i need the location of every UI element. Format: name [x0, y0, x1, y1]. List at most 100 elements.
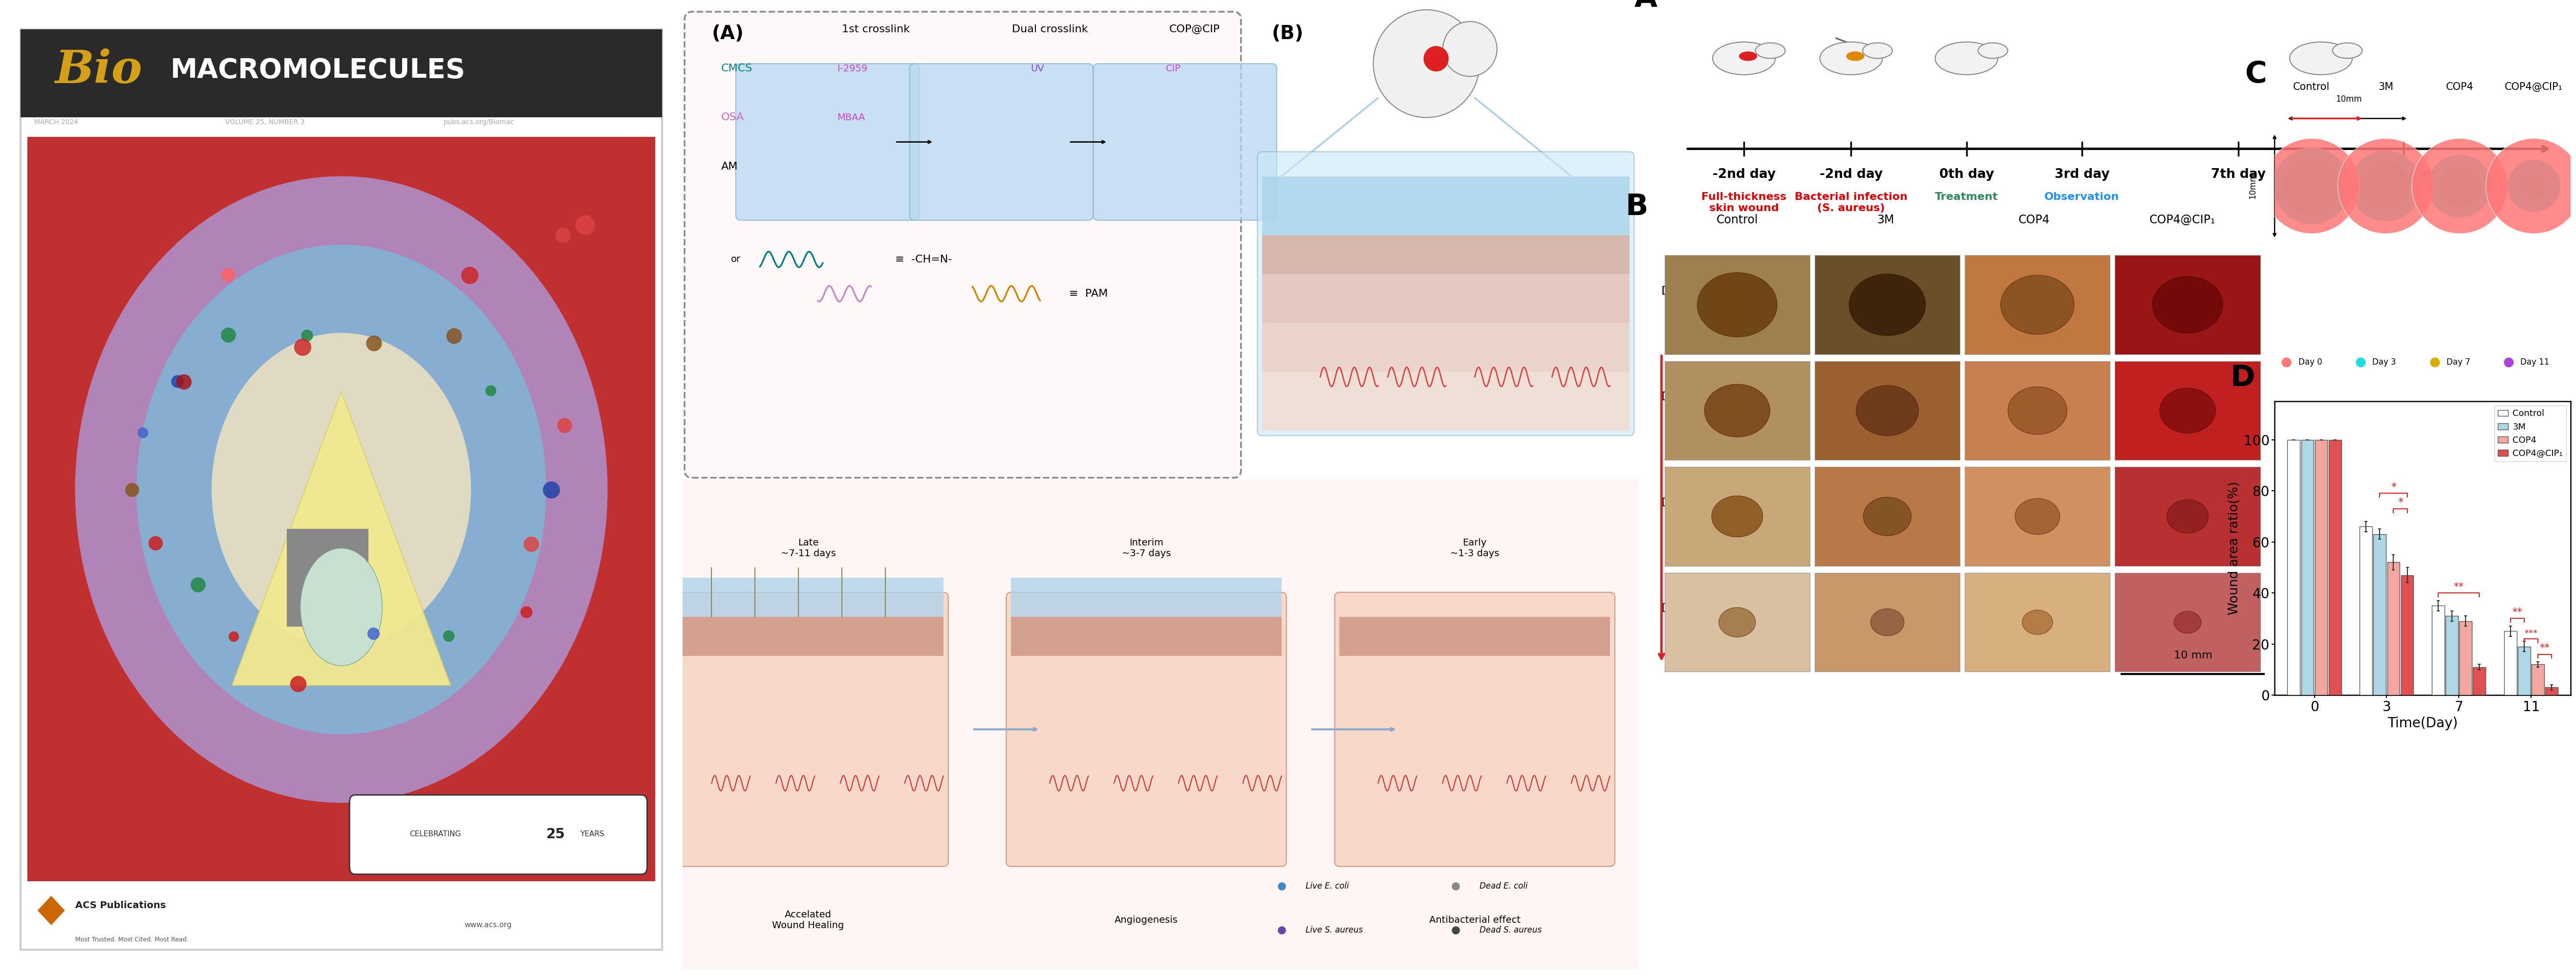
Ellipse shape — [2174, 611, 2200, 633]
Ellipse shape — [1710, 495, 1762, 537]
Text: YEARS: YEARS — [580, 830, 605, 838]
FancyBboxPatch shape — [21, 29, 662, 950]
Bar — [2504, 631, 2517, 695]
Bar — [2316, 440, 2329, 695]
Text: Early
~1-3 days: Early ~1-3 days — [1450, 538, 1499, 558]
Text: Bio: Bio — [54, 49, 142, 92]
FancyBboxPatch shape — [1340, 617, 1610, 656]
Point — [1435, 922, 1476, 938]
FancyBboxPatch shape — [2115, 467, 2259, 566]
Text: Dual crosslink: Dual crosslink — [1012, 24, 1087, 34]
Circle shape — [2290, 42, 2352, 74]
Text: MACROMOLECULES: MACROMOLECULES — [170, 58, 466, 83]
Bar — [2360, 527, 2372, 695]
Text: 3M: 3M — [1878, 214, 1893, 226]
Point — [2267, 354, 2308, 370]
Text: -2nd day: -2nd day — [1819, 168, 1883, 181]
FancyBboxPatch shape — [1965, 467, 2110, 566]
Text: **: ** — [2512, 607, 2522, 617]
Point — [134, 536, 175, 551]
FancyBboxPatch shape — [1965, 256, 2110, 354]
Ellipse shape — [211, 333, 471, 646]
Text: COP4@CIP₁: COP4@CIP₁ — [2504, 82, 2563, 92]
Text: Day 0: Day 0 — [1662, 286, 1695, 297]
Text: Dead E. coli: Dead E. coli — [1479, 882, 1528, 890]
Ellipse shape — [1698, 272, 1777, 337]
Circle shape — [2411, 138, 2509, 234]
FancyBboxPatch shape — [737, 64, 920, 220]
Text: (A): (A) — [711, 24, 744, 43]
Bar — [2329, 440, 2342, 695]
Point — [510, 536, 551, 552]
Point — [206, 267, 247, 283]
Point — [469, 383, 510, 398]
FancyBboxPatch shape — [1664, 573, 1811, 672]
Bar — [2300, 440, 2313, 695]
Text: pubs.acs.org/Biomac: pubs.acs.org/Biomac — [443, 119, 515, 125]
Ellipse shape — [1870, 609, 1904, 635]
Text: ≡  PAM: ≡ PAM — [1069, 289, 1108, 299]
Text: www.acs.org: www.acs.org — [464, 921, 513, 929]
FancyBboxPatch shape — [1262, 274, 1631, 323]
Text: **: ** — [2455, 582, 2463, 591]
FancyBboxPatch shape — [1257, 152, 1633, 436]
Ellipse shape — [1705, 384, 1770, 437]
Point — [541, 227, 582, 243]
Text: COP@CIP: COP@CIP — [1170, 24, 1221, 34]
FancyBboxPatch shape — [667, 592, 948, 866]
Point — [544, 418, 585, 434]
Circle shape — [2519, 172, 2548, 200]
Legend: Control, 3M, COP4, COP4@CIP₁: Control, 3M, COP4, COP4@CIP₁ — [2494, 406, 2566, 461]
Text: Late
~7-11 days: Late ~7-11 days — [781, 538, 835, 558]
Circle shape — [2349, 151, 2421, 221]
Point — [2488, 354, 2530, 370]
FancyBboxPatch shape — [683, 480, 1638, 969]
Circle shape — [2264, 138, 2360, 234]
Point — [121, 425, 162, 441]
Point — [448, 267, 489, 283]
Polygon shape — [39, 896, 64, 925]
Text: 10mm: 10mm — [2336, 95, 2362, 104]
Text: Treatment: Treatment — [1935, 192, 1999, 202]
Text: COP4: COP4 — [2017, 214, 2050, 226]
FancyBboxPatch shape — [1007, 592, 1285, 866]
Bar — [2401, 575, 2414, 695]
Circle shape — [1739, 52, 1757, 61]
Circle shape — [2331, 43, 2362, 59]
Point — [1260, 878, 1301, 894]
FancyBboxPatch shape — [1012, 578, 1280, 617]
Text: -2nd day: -2nd day — [1713, 168, 1775, 181]
Text: ***: *** — [2524, 629, 2537, 637]
Text: OSA: OSA — [721, 113, 744, 122]
Ellipse shape — [2002, 275, 2074, 335]
Text: ACS Publications: ACS Publications — [75, 901, 165, 910]
Text: 3M: 3M — [2378, 82, 2393, 92]
Text: (B): (B) — [1273, 24, 1303, 43]
Bar — [2445, 616, 2458, 695]
Text: 7th day: 7th day — [2210, 168, 2267, 181]
Text: Interim
~3-7 days: Interim ~3-7 days — [1121, 538, 1172, 558]
Text: Day 7: Day 7 — [1662, 497, 1695, 509]
Ellipse shape — [137, 245, 546, 734]
Text: CELEBRATING: CELEBRATING — [410, 830, 461, 838]
FancyBboxPatch shape — [1664, 467, 1811, 566]
Circle shape — [1862, 43, 1893, 59]
Circle shape — [301, 548, 381, 666]
Text: COP4: COP4 — [2447, 82, 2473, 92]
Text: MBAA: MBAA — [837, 113, 866, 122]
Bar — [2432, 606, 2445, 695]
Point — [2339, 354, 2380, 370]
FancyBboxPatch shape — [909, 64, 1092, 220]
Point — [214, 629, 255, 644]
Point — [278, 676, 319, 692]
Text: Full-thickness
skin wound: Full-thickness skin wound — [1700, 192, 1788, 213]
Text: VOLUME 25, NUMBER 3: VOLUME 25, NUMBER 3 — [224, 119, 304, 125]
Circle shape — [2293, 166, 2331, 206]
Point — [353, 626, 394, 641]
Text: *: * — [2391, 483, 2396, 492]
FancyBboxPatch shape — [1262, 176, 1631, 235]
Text: 10mm: 10mm — [2249, 173, 2257, 199]
Circle shape — [2427, 155, 2491, 217]
Point — [505, 604, 546, 620]
Circle shape — [1713, 42, 1775, 74]
